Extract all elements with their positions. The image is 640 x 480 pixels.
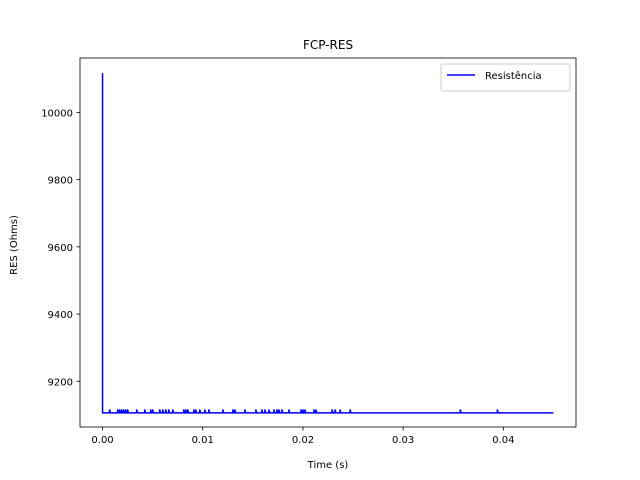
x-tick-label: 0.01 — [192, 435, 214, 446]
legend-label-resistencia: Resistência — [485, 70, 542, 82]
y-axis: 9200 9400 9600 9800 10000 — [41, 108, 80, 388]
chart-title: FCP-RES — [303, 38, 353, 52]
legend: Resistência — [440, 63, 571, 92]
x-axis-label: Time (s) — [307, 460, 349, 471]
x-tick-label: 0.02 — [292, 435, 314, 446]
legend-box — [440, 63, 571, 92]
y-tick-label: 9400 — [48, 310, 73, 321]
plot-area — [79, 57, 577, 428]
x-tick-label: 0.04 — [492, 435, 514, 446]
y-tick-label: 9800 — [48, 176, 73, 187]
y-axis-label: RES (Ohms) — [9, 215, 20, 275]
y-tick-label: 10000 — [41, 108, 73, 119]
x-tick-label: 0.00 — [91, 435, 113, 446]
y-tick-label: 9600 — [48, 243, 73, 254]
x-axis: 0.00 0.01 0.02 0.03 0.04 — [91, 427, 514, 446]
y-tick-label: 9200 — [48, 377, 73, 388]
series-line-resistencia — [101, 73, 554, 414]
plot-frame — [79, 57, 577, 428]
x-tick-label: 0.03 — [392, 435, 414, 446]
